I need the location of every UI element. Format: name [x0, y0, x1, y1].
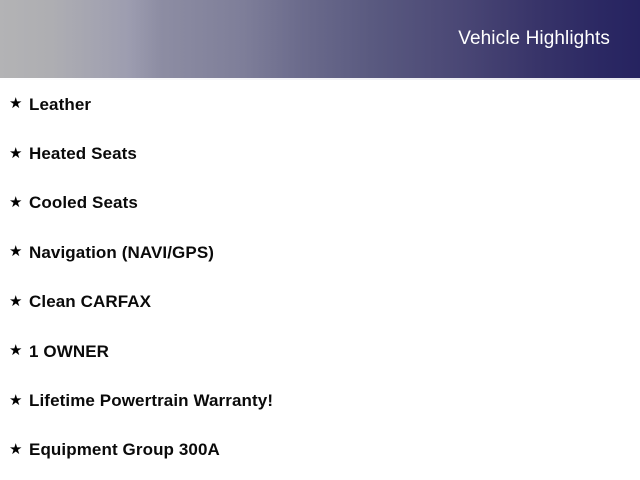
star-icon: ★ — [9, 292, 23, 310]
highlight-label: Cooled Seats — [29, 193, 138, 213]
list-item: ★ 1 OWNER — [0, 327, 640, 376]
list-item: ★ Lifetime Powertrain Warranty! — [0, 376, 640, 425]
list-item: ★ Navigation (NAVI/GPS) — [0, 228, 640, 277]
page-title: Vehicle Highlights — [458, 28, 610, 49]
header-divider — [0, 78, 640, 80]
highlight-label: Heated Seats — [29, 144, 137, 164]
star-icon: ★ — [9, 193, 23, 211]
list-item: ★ Leather — [0, 80, 640, 129]
star-icon: ★ — [9, 342, 23, 360]
list-item: ★ Clean CARFAX — [0, 278, 640, 327]
list-item: ★ Heated Seats — [0, 129, 640, 178]
highlight-label: Clean CARFAX — [29, 292, 152, 312]
highlight-label: Navigation (NAVI/GPS) — [29, 242, 215, 262]
highlight-label: 1 OWNER — [29, 341, 110, 361]
star-icon: ★ — [9, 95, 23, 113]
highlight-label: Leather — [29, 94, 92, 114]
header-banner: Vehicle Highlights — [0, 0, 640, 78]
list-item: ★ Cooled Seats — [0, 179, 640, 228]
highlight-label: Lifetime Powertrain Warranty! — [29, 391, 274, 411]
highlights-list: ★ Leather ★ Heated Seats ★ Cooled Seats … — [0, 80, 640, 475]
star-icon: ★ — [9, 391, 23, 409]
highlight-label: Equipment Group 300A — [29, 440, 220, 460]
star-icon: ★ — [9, 144, 23, 162]
star-icon: ★ — [9, 243, 23, 261]
star-icon: ★ — [9, 440, 23, 458]
list-item: ★ Equipment Group 300A — [0, 426, 640, 475]
